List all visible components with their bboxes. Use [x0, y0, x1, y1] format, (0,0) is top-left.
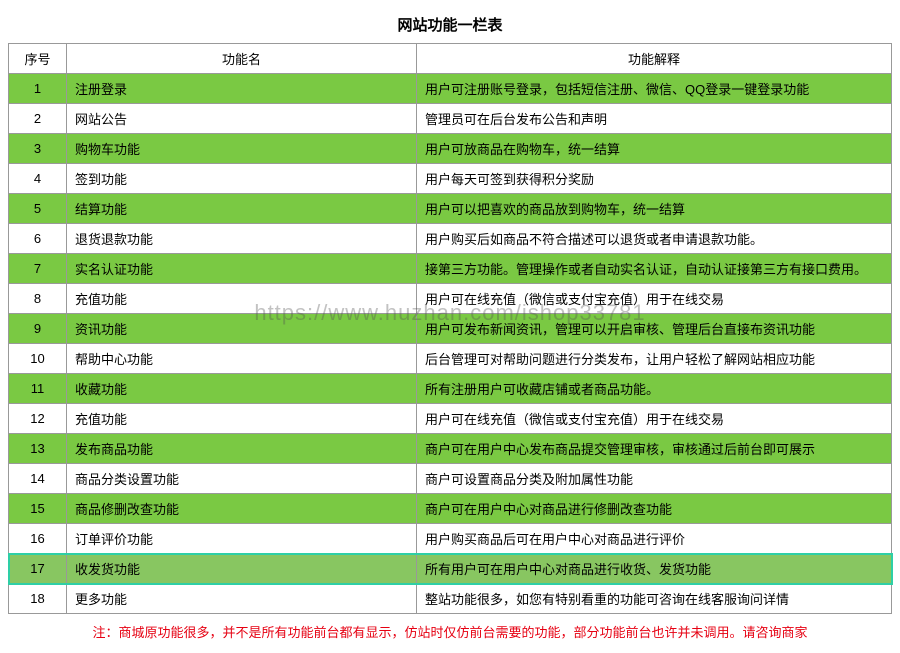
table-row: 5结算功能用户可以把喜欢的商品放到购物车，统一结算 — [9, 194, 892, 224]
cell-desc: 用户购买商品后可在用户中心对商品进行评价 — [417, 524, 892, 554]
cell-name: 结算功能 — [67, 194, 417, 224]
cell-no: 4 — [9, 164, 67, 194]
cell-desc: 接第三方功能。管理操作或者自动实名认证，自动认证接第三方有接口费用。 — [417, 254, 892, 284]
col-header-no: 序号 — [9, 44, 67, 74]
cell-desc: 商户可在用户中心对商品进行修删改查功能 — [417, 494, 892, 524]
cell-name: 退货退款功能 — [67, 224, 417, 254]
col-header-name: 功能名 — [67, 44, 417, 74]
cell-name: 发布商品功能 — [67, 434, 417, 464]
cell-no: 1 — [9, 74, 67, 104]
table-row: 15商品修删改查功能商户可在用户中心对商品进行修删改查功能 — [9, 494, 892, 524]
cell-no: 11 — [9, 374, 67, 404]
cell-name: 收发货功能 — [67, 554, 417, 584]
cell-no: 7 — [9, 254, 67, 284]
cell-desc: 用户可放商品在购物车，统一结算 — [417, 134, 892, 164]
cell-no: 5 — [9, 194, 67, 224]
cell-no: 6 — [9, 224, 67, 254]
cell-no: 15 — [9, 494, 67, 524]
cell-no: 16 — [9, 524, 67, 554]
table-row: 16订单评价功能用户购买商品后可在用户中心对商品进行评价 — [9, 524, 892, 554]
cell-no: 17 — [9, 554, 67, 584]
cell-desc: 商户可在用户中心发布商品提交管理审核，审核通过后前台即可展示 — [417, 434, 892, 464]
footnote-text: 注：商城原功能很多，并不是所有功能前台都有显示，仿站时仅仿前台需要的功能，部分功… — [8, 614, 892, 645]
table-row: 11收藏功能所有注册用户可收藏店铺或者商品功能。 — [9, 374, 892, 404]
cell-no: 3 — [9, 134, 67, 164]
table-row: 4签到功能用户每天可签到获得积分奖励 — [9, 164, 892, 194]
col-header-desc: 功能解释 — [417, 44, 892, 74]
cell-desc: 用户可发布新闻资讯，管理可以开启审核、管理后台直接布资讯功能 — [417, 314, 892, 344]
table-row: 6退货退款功能用户购买后如商品不符合描述可以退货或者申请退款功能。 — [9, 224, 892, 254]
cell-desc: 用户可以把喜欢的商品放到购物车，统一结算 — [417, 194, 892, 224]
cell-name: 充值功能 — [67, 284, 417, 314]
table-row: 17收发货功能所有用户可在用户中心对商品进行收货、发货功能 — [9, 554, 892, 584]
cell-no: 18 — [9, 584, 67, 614]
cell-desc: 整站功能很多，如您有特别看重的功能可咨询在线客服询问详情 — [417, 584, 892, 614]
cell-name: 帮助中心功能 — [67, 344, 417, 374]
cell-name: 实名认证功能 — [67, 254, 417, 284]
table-row: 14商品分类设置功能商户可设置商品分类及附加属性功能 — [9, 464, 892, 494]
cell-name: 购物车功能 — [67, 134, 417, 164]
table-row: 9资讯功能用户可发布新闻资讯，管理可以开启审核、管理后台直接布资讯功能 — [9, 314, 892, 344]
table-title: 网站功能一栏表 — [8, 8, 892, 43]
cell-name: 商品修删改查功能 — [67, 494, 417, 524]
cell-desc: 管理员可在后台发布公告和声明 — [417, 104, 892, 134]
cell-no: 9 — [9, 314, 67, 344]
table-row: 10帮助中心功能后台管理可对帮助问题进行分类发布，让用户轻松了解网站相应功能 — [9, 344, 892, 374]
cell-desc: 用户可在线充值（微信或支付宝充值）用于在线交易 — [417, 404, 892, 434]
table-row: 18更多功能整站功能很多，如您有特别看重的功能可咨询在线客服询问详情 — [9, 584, 892, 614]
cell-name: 更多功能 — [67, 584, 417, 614]
table-row: 8充值功能用户可在线充值（微信或支付宝充值）用于在线交易 — [9, 284, 892, 314]
cell-desc: 所有用户可在用户中心对商品进行收货、发货功能 — [417, 554, 892, 584]
cell-desc: 用户可在线充值（微信或支付宝充值）用于在线交易 — [417, 284, 892, 314]
cell-no: 10 — [9, 344, 67, 374]
cell-name: 注册登录 — [67, 74, 417, 104]
cell-no: 14 — [9, 464, 67, 494]
cell-desc: 商户可设置商品分类及附加属性功能 — [417, 464, 892, 494]
cell-desc: 用户购买后如商品不符合描述可以退货或者申请退款功能。 — [417, 224, 892, 254]
feature-table: 序号 功能名 功能解释 1注册登录用户可注册账号登录，包括短信注册、微信、QQ登… — [8, 43, 892, 614]
table-row: 1注册登录用户可注册账号登录，包括短信注册、微信、QQ登录一键登录功能 — [9, 74, 892, 104]
cell-no: 13 — [9, 434, 67, 464]
cell-name: 资讯功能 — [67, 314, 417, 344]
table-row: 2网站公告管理员可在后台发布公告和声明 — [9, 104, 892, 134]
cell-desc: 用户可注册账号登录，包括短信注册、微信、QQ登录一键登录功能 — [417, 74, 892, 104]
cell-no: 12 — [9, 404, 67, 434]
cell-no: 2 — [9, 104, 67, 134]
cell-name: 充值功能 — [67, 404, 417, 434]
cell-name: 商品分类设置功能 — [67, 464, 417, 494]
header-row: 序号 功能名 功能解释 — [9, 44, 892, 74]
cell-desc: 所有注册用户可收藏店铺或者商品功能。 — [417, 374, 892, 404]
table-row: 13发布商品功能商户可在用户中心发布商品提交管理审核，审核通过后前台即可展示 — [9, 434, 892, 464]
table-row: 12充值功能用户可在线充值（微信或支付宝充值）用于在线交易 — [9, 404, 892, 434]
cell-no: 8 — [9, 284, 67, 314]
cell-desc: 用户每天可签到获得积分奖励 — [417, 164, 892, 194]
table-row: 7实名认证功能接第三方功能。管理操作或者自动实名认证，自动认证接第三方有接口费用… — [9, 254, 892, 284]
cell-name: 订单评价功能 — [67, 524, 417, 554]
cell-name: 网站公告 — [67, 104, 417, 134]
cell-name: 收藏功能 — [67, 374, 417, 404]
cell-desc: 后台管理可对帮助问题进行分类发布，让用户轻松了解网站相应功能 — [417, 344, 892, 374]
table-row: 3购物车功能用户可放商品在购物车，统一结算 — [9, 134, 892, 164]
cell-name: 签到功能 — [67, 164, 417, 194]
